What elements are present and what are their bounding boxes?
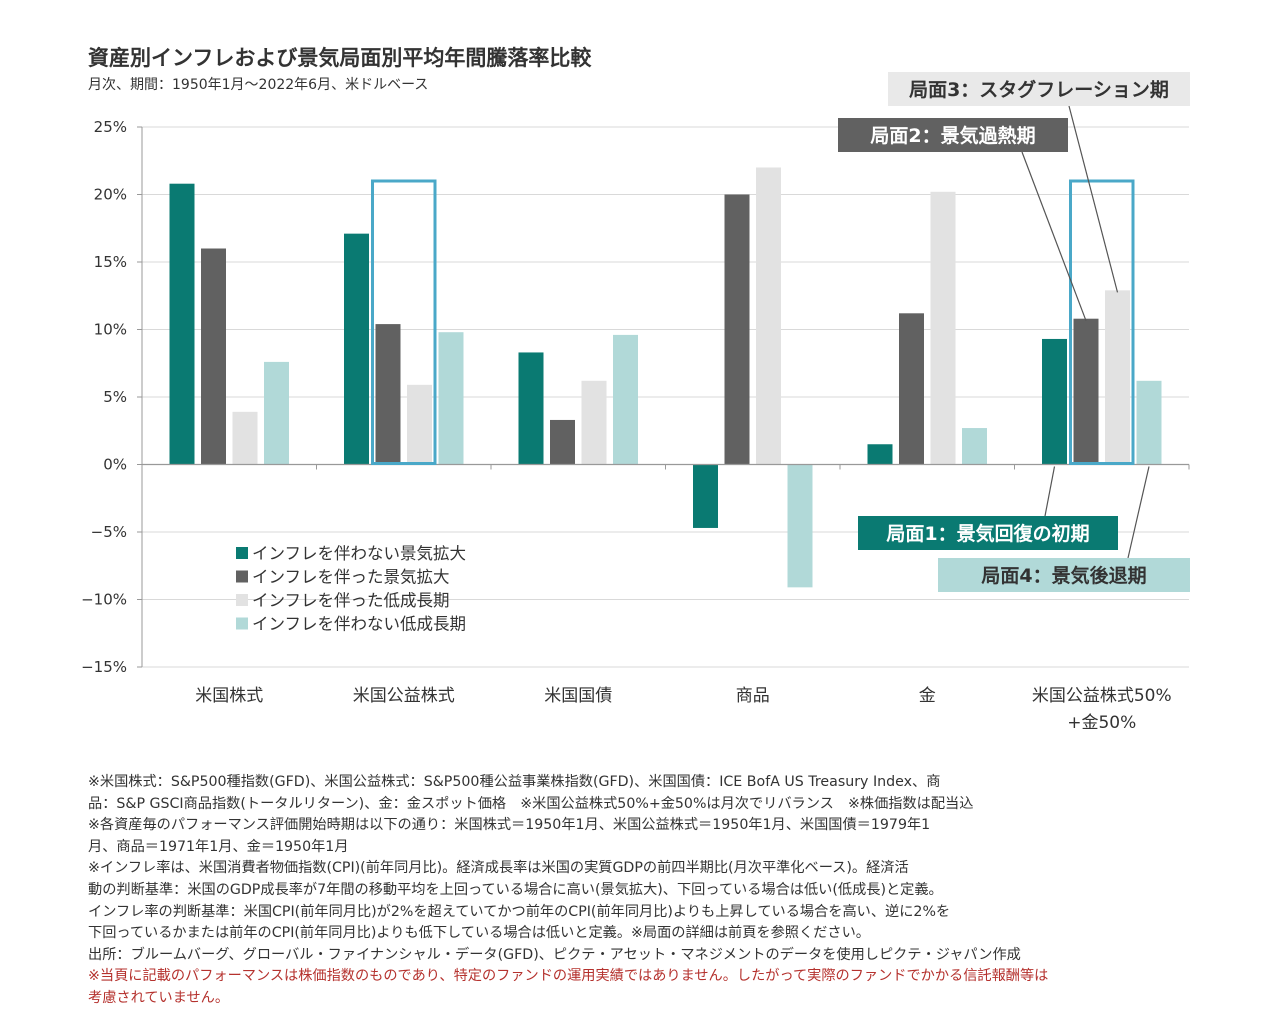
bar	[613, 334, 638, 465]
bar	[581, 380, 607, 465]
callout-line	[1021, 151, 1087, 321]
chart-title: 資産別インフレおよび景気局面別平均年間騰落率比較	[88, 46, 592, 70]
footnote-line: 出所：ブルームバーグ、グローバル・ファイナンシャル・データ(GFD)、ピクテ・ア…	[88, 946, 1021, 963]
y-tick-label: −5%	[91, 523, 127, 541]
footnote-line: ※当頁に記載のパフォーマンスは株価指数のものであり、特定のファンドの運用実績では…	[88, 968, 1049, 985]
bar	[899, 313, 924, 465]
footnote-line: ※各資産毎のパフォーマンス評価開始時期は以下の通り：米国株式＝1950年1月、米…	[88, 817, 931, 834]
footnote-line: ※米国株式：S&P500種指数(GFD)、米国公益株式：S&P500種公益事業株…	[88, 774, 941, 790]
y-tick-label: 25%	[94, 118, 127, 136]
callout-box	[858, 516, 1118, 550]
bar	[407, 384, 432, 465]
legend-swatch	[236, 547, 248, 559]
bar	[693, 464, 718, 528]
callout-box	[888, 72, 1190, 106]
footnote-line: 品：S&P GSCI商品指数(トータルリターン)、金：金スポット価格 ※米国公益…	[88, 795, 974, 812]
callout-label: 局面3：スタグフレーション期	[909, 78, 1169, 101]
bar	[232, 411, 258, 465]
footnote-line: 動の判断基準：米国のGDP成長率が7年間の移動平均を上回っている場合に高い(景気…	[88, 881, 943, 898]
legend-label: インフレを伴った景気拡大	[252, 568, 450, 587]
x-category-label: 米国公益株式	[353, 686, 455, 706]
bar	[1073, 318, 1099, 465]
highlight-box	[371, 179, 437, 465]
bar	[756, 167, 781, 465]
bar	[724, 194, 750, 465]
bar-chart: 25% 20% 15% 10% 5% 0% −5% −10% −15% 米国株式 米国公益株式 米国国…	[81, 72, 1190, 733]
callout-line	[1044, 466, 1056, 517]
bar	[930, 191, 956, 465]
callout-box	[938, 558, 1190, 592]
footnote-line: インフレ率の判断基準：米国CPI(前年同月比)が2%を超えていてかつ前年のCPI…	[88, 903, 951, 920]
callout-line	[1127, 466, 1150, 559]
y-tick-label: −10%	[81, 591, 127, 609]
bar	[169, 183, 195, 465]
callout-label: 局面2：景気過熱期	[870, 124, 1035, 147]
y-tick-label: 20%	[94, 186, 127, 204]
x-category-label: +金50%	[1067, 713, 1136, 733]
x-category-label: 米国公益株式50%	[1032, 686, 1172, 706]
x-category-label: 米国国債	[544, 686, 612, 706]
x-category-label: 商品	[736, 686, 770, 706]
footnote-line: ※インフレ率は、米国消費者物価指数(CPI)(前年同月比)。経済成長率は米国の実…	[88, 860, 909, 877]
callout-label: 局面1：景気回復の初期	[886, 522, 1089, 545]
x-category-label: 金	[919, 686, 936, 706]
legend-label: インフレを伴わない低成長期	[252, 615, 466, 634]
bar	[787, 464, 813, 588]
bar	[518, 352, 544, 465]
y-tick-label: 5%	[103, 388, 127, 406]
callout-box	[838, 118, 1068, 152]
bar	[962, 428, 987, 465]
bar	[1105, 290, 1130, 465]
highlight-box	[1069, 179, 1135, 465]
y-tick-label: 0%	[103, 456, 127, 474]
bar	[1136, 380, 1162, 465]
bar	[375, 324, 401, 465]
callout-line	[1068, 105, 1119, 293]
x-category-label: 米国株式	[195, 686, 263, 706]
bar	[201, 248, 226, 465]
bar	[867, 444, 893, 465]
legend-label: インフレを伴った低成長期	[252, 591, 450, 610]
callout-label: 局面4：景気後退期	[981, 564, 1146, 587]
legend-swatch	[236, 617, 248, 630]
y-tick-label: 10%	[94, 321, 127, 339]
y-tick-label: −15%	[81, 658, 127, 676]
chart-subtitle: 月次、期間：1950年1月～2022年6月、米ドルベース	[88, 77, 429, 93]
footnote-line: 月、商品＝1971年1月、金＝1950年1月	[88, 838, 349, 855]
y-tick-label: 15%	[94, 253, 127, 271]
footnotes: ※米国株式：S&P500種指数(GFD)、米国公益株式：S&P500種公益事業株…	[88, 772, 1198, 1010]
bar	[438, 332, 464, 465]
legend-swatch	[236, 594, 248, 606]
footnote-line: 下回っているかまたは前年のCPI(前年同月比)よりも低下している場合は低いと定義…	[88, 925, 870, 942]
legend-label: インフレを伴わない景気拡大	[252, 544, 466, 563]
bar	[550, 419, 575, 465]
bar	[344, 233, 369, 465]
footnote-line: 考慮されていません。	[88, 989, 230, 1006]
bar	[1042, 338, 1067, 465]
legend-swatch	[236, 570, 248, 583]
bar	[264, 361, 289, 465]
